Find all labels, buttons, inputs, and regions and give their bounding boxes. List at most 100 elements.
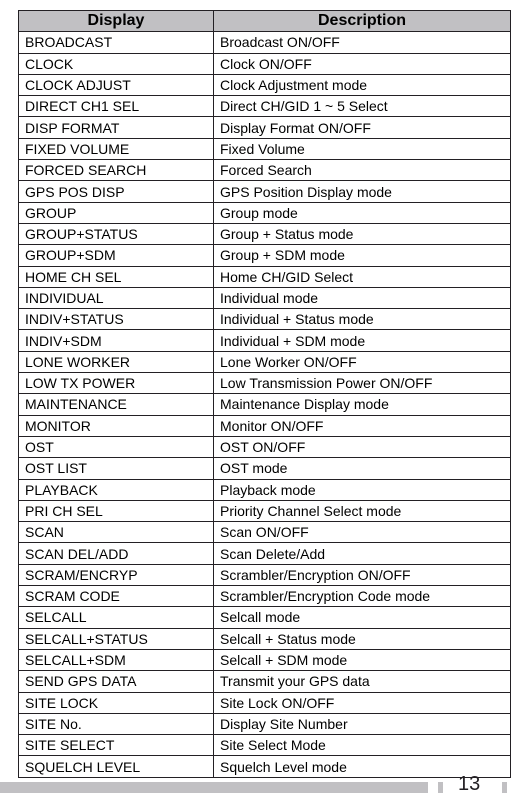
page-footer: 13 [0, 773, 528, 803]
table-row: LOW TX POWERLow Transmission Power ON/OF… [19, 373, 511, 394]
cell-display: SEND GPS DATA [19, 671, 214, 692]
footer-bar [0, 782, 428, 793]
table-row: SCANScan ON/OFF [19, 522, 511, 543]
cell-display: DISP FORMAT [19, 117, 214, 138]
cell-display: SCRAM/ENCRYP [19, 564, 214, 585]
cell-display: LOW TX POWER [19, 373, 214, 394]
cell-display: CLOCK ADJUST [19, 74, 214, 95]
table-row: SCRAM/ENCRYPScrambler/Encryption ON/OFF [19, 564, 511, 585]
cell-description: Scrambler/Encryption Code mode [214, 586, 511, 607]
cell-display: GROUP [19, 202, 214, 223]
cell-description: Transmit your GPS data [214, 671, 511, 692]
cell-display: FORCED SEARCH [19, 160, 214, 181]
cell-display: INDIV+STATUS [19, 309, 214, 330]
cell-description: Fixed Volume [214, 138, 511, 159]
cell-description: OST mode [214, 458, 511, 479]
table-row: PRI CH SELPriority Channel Select mode [19, 500, 511, 521]
table-row: LONE WORKERLone Worker ON/OFF [19, 351, 511, 372]
cell-display: OST [19, 436, 214, 457]
menu-table: Display Description BROADCASTBroadcast O… [18, 10, 511, 778]
footer-tick [502, 782, 507, 793]
table-row: GROUPGroup mode [19, 202, 511, 223]
cell-description: Scan ON/OFF [214, 522, 511, 543]
cell-display: MONITOR [19, 415, 214, 436]
table-row: CLOCKClock ON/OFF [19, 53, 511, 74]
cell-display: SITE No. [19, 713, 214, 734]
cell-description: Group + SDM mode [214, 245, 511, 266]
cell-display: INDIVIDUAL [19, 287, 214, 308]
footer-tick [438, 782, 443, 793]
cell-description: Broadcast ON/OFF [214, 32, 511, 53]
cell-description: Clock ON/OFF [214, 53, 511, 74]
table-row: SEND GPS DATATransmit your GPS data [19, 671, 511, 692]
table-row: CLOCK ADJUSTClock Adjustment mode [19, 74, 511, 95]
cell-description: Individual + SDM mode [214, 330, 511, 351]
table-row: DISP FORMATDisplay Format ON/OFF [19, 117, 511, 138]
cell-description: Direct CH/GID 1 ~ 5 Select [214, 96, 511, 117]
table-row: SITE LOCKSite Lock ON/OFF [19, 692, 511, 713]
cell-display: LONE WORKER [19, 351, 214, 372]
table-row: SCAN DEL/ADDScan Delete/Add [19, 543, 511, 564]
cell-description: Low Transmission Power ON/OFF [214, 373, 511, 394]
cell-display: SELCALL [19, 607, 214, 628]
cell-display: CLOCK [19, 53, 214, 74]
table-row: OST LISTOST mode [19, 458, 511, 479]
table-row: MAINTENANCEMaintenance Display mode [19, 394, 511, 415]
cell-description: Selcall mode [214, 607, 511, 628]
cell-description: Display Format ON/OFF [214, 117, 511, 138]
cell-description: Selcall + Status mode [214, 628, 511, 649]
cell-display: PRI CH SEL [19, 500, 214, 521]
cell-description: Maintenance Display mode [214, 394, 511, 415]
cell-display: GROUP+STATUS [19, 223, 214, 244]
cell-description: Individual + Status mode [214, 309, 511, 330]
table-row: SELCALLSelcall mode [19, 607, 511, 628]
cell-description: Individual mode [214, 287, 511, 308]
table-row: GROUP+STATUSGroup + Status mode [19, 223, 511, 244]
cell-description: Scrambler/Encryption ON/OFF [214, 564, 511, 585]
header-display: Display [19, 11, 214, 32]
cell-description: Display Site Number [214, 713, 511, 734]
cell-display: SELCALL+STATUS [19, 628, 214, 649]
table-row: SITE SELECTSite Select Mode [19, 735, 511, 756]
table-row: MONITORMonitor ON/OFF [19, 415, 511, 436]
table-row: SCRAM CODEScrambler/Encryption Code mode [19, 586, 511, 607]
cell-description: Playback mode [214, 479, 511, 500]
cell-display: FIXED VOLUME [19, 138, 214, 159]
menu-table-container: Display Description BROADCASTBroadcast O… [18, 10, 510, 778]
cell-display: PLAYBACK [19, 479, 214, 500]
cell-description: Site Select Mode [214, 735, 511, 756]
cell-display: GPS POS DISP [19, 181, 214, 202]
table-header-row: Display Description [19, 11, 511, 32]
cell-description: Monitor ON/OFF [214, 415, 511, 436]
cell-description: Forced Search [214, 160, 511, 181]
cell-description: Group + Status mode [214, 223, 511, 244]
cell-display: SCAN [19, 522, 214, 543]
cell-description: GPS Position Display mode [214, 181, 511, 202]
table-row: OSTOST ON/OFF [19, 436, 511, 457]
cell-description: Group mode [214, 202, 511, 223]
cell-display: OST LIST [19, 458, 214, 479]
cell-description: Clock Adjustment mode [214, 74, 511, 95]
table-row: SELCALL+SDMSelcall + SDM mode [19, 649, 511, 670]
table-row: PLAYBACKPlayback mode [19, 479, 511, 500]
cell-description: Site Lock ON/OFF [214, 692, 511, 713]
cell-display: DIRECT CH1 SEL [19, 96, 214, 117]
table-row: FORCED SEARCHForced Search [19, 160, 511, 181]
table-row: SITE No.Display Site Number [19, 713, 511, 734]
table-row: INDIV+SDMIndividual + SDM mode [19, 330, 511, 351]
header-description: Description [214, 11, 511, 32]
cell-display: SITE SELECT [19, 735, 214, 756]
table-row: GROUP+SDMGroup + SDM mode [19, 245, 511, 266]
cell-display: SCRAM CODE [19, 586, 214, 607]
cell-description: Lone Worker ON/OFF [214, 351, 511, 372]
cell-display: GROUP+SDM [19, 245, 214, 266]
page-number: 13 [458, 773, 480, 796]
cell-description: Selcall + SDM mode [214, 649, 511, 670]
table-body: BROADCASTBroadcast ON/OFFCLOCKClock ON/O… [19, 32, 511, 777]
cell-display: BROADCAST [19, 32, 214, 53]
table-row: GPS POS DISPGPS Position Display mode [19, 181, 511, 202]
cell-display: SITE LOCK [19, 692, 214, 713]
cell-description: OST ON/OFF [214, 436, 511, 457]
cell-description: Scan Delete/Add [214, 543, 511, 564]
table-row: SELCALL+STATUSSelcall + Status mode [19, 628, 511, 649]
